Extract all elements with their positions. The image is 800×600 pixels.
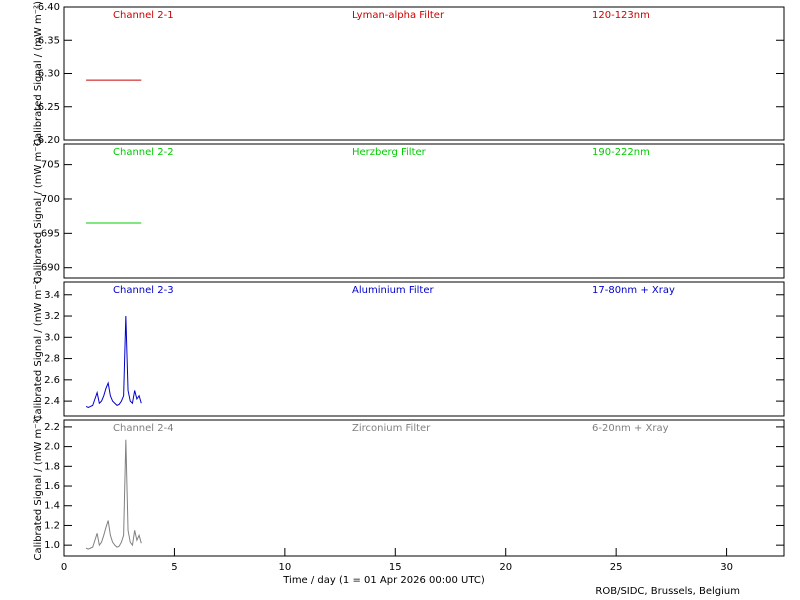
y-tick-label: 6.30 <box>38 69 60 80</box>
plot-frame <box>63 6 785 141</box>
plot-frame <box>63 419 785 557</box>
annotation: Channel 2-1 <box>113 10 174 21</box>
y-tick-label: 695 <box>41 228 60 239</box>
x-tick-label: 25 <box>610 562 623 573</box>
y-tick-label: 6.25 <box>38 102 60 113</box>
annotation: 17-80nm + Xray <box>592 285 675 296</box>
y-tick-label: 3.0 <box>44 332 60 343</box>
annotation: 190-222nm <box>592 147 650 158</box>
y-tick-label: 1.4 <box>44 501 60 512</box>
x-tick-label: 10 <box>278 562 291 573</box>
plot-frame <box>63 281 785 417</box>
x-tick-label: 5 <box>171 562 177 573</box>
y-tick-label: 2.8 <box>44 354 60 365</box>
y-tick-label: 1.2 <box>44 520 60 531</box>
y-tick-label: 6.20 <box>38 135 60 146</box>
annotation: Lyman-alpha Filter <box>352 10 445 21</box>
annotation: Aluminium Filter <box>352 285 435 296</box>
y-tick-label: 6.35 <box>38 35 60 46</box>
annotation: Channel 2-4 <box>113 423 174 434</box>
annotation: 6-20nm + Xray <box>592 423 669 434</box>
annotation: Zirconium Filter <box>352 423 431 434</box>
x-tick-label: 20 <box>499 562 512 573</box>
y-axis-label: Calibrated Signal / (mW m⁻²) <box>33 415 44 560</box>
y-tick-label: 3.2 <box>44 311 60 322</box>
y-axis-label: Calibrated Signal / (mW m⁻²) <box>33 138 44 283</box>
y-tick-label: 2.6 <box>44 375 60 386</box>
x-axis-label: Time / day (1 = 01 Apr 2026 00:00 UTC) <box>282 575 485 586</box>
y-tick-label: 6.40 <box>38 2 60 13</box>
y-tick-label: 1.6 <box>44 481 60 492</box>
credit: ROB/SIDC, Brussels, Belgium <box>595 586 740 597</box>
y-tick-label: 1.0 <box>44 540 60 551</box>
y-axis-label: Calibrated Signal / (mW m⁻²) <box>33 276 44 421</box>
x-tick-label: 0 <box>61 562 67 573</box>
annotation: 120-123nm <box>592 10 650 21</box>
plot-frame <box>63 143 785 279</box>
y-tick-label: 3.4 <box>44 290 60 301</box>
x-tick-label: 15 <box>389 562 402 573</box>
annotation: Herzberg Filter <box>352 147 427 158</box>
y-tick-label: 2.2 <box>44 422 60 433</box>
signal-line <box>85 439 142 550</box>
x-tick-label: 30 <box>720 562 733 573</box>
annotation: Channel 2-3 <box>113 285 174 296</box>
y-axis-label: Calibrated Signal / (mW m⁻²) <box>33 1 44 146</box>
y-tick-label: 700 <box>41 194 60 205</box>
y-tick-label: 1.8 <box>44 461 60 472</box>
annotation: Channel 2-2 <box>113 147 174 158</box>
y-tick-label: 705 <box>41 160 60 171</box>
y-tick-label: 690 <box>41 263 60 274</box>
y-tick-label: 2.0 <box>44 442 60 453</box>
y-tick-label: 2.4 <box>44 396 60 407</box>
signal-line <box>85 316 142 409</box>
